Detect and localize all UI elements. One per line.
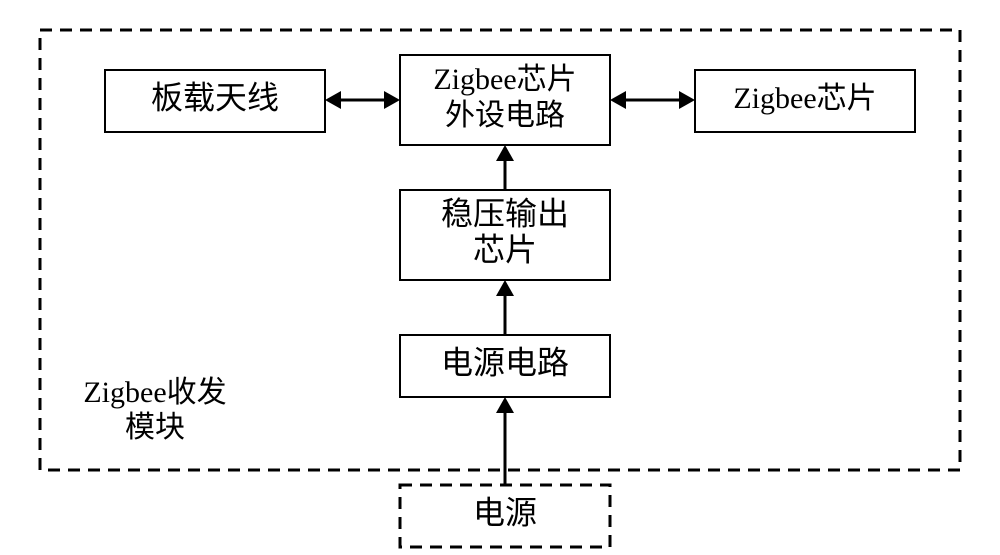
module-label-line1: Zigbee收发 — [83, 376, 226, 409]
pwrckt-label-0: 电源电路 — [441, 344, 569, 380]
periph-label-1: 外设电路 — [445, 99, 565, 132]
reg-label-1: 芯片 — [473, 231, 537, 267]
antenna-label-0: 板载天线 — [151, 79, 279, 115]
reg-label-0: 稳压输出 — [441, 195, 569, 231]
power-label-0: 电源 — [473, 494, 537, 530]
module-label-line2: 模块 — [125, 411, 185, 444]
periph-label-0: Zigbee芯片 — [433, 63, 576, 96]
chip2-label-0: Zigbee芯片 — [733, 82, 876, 115]
